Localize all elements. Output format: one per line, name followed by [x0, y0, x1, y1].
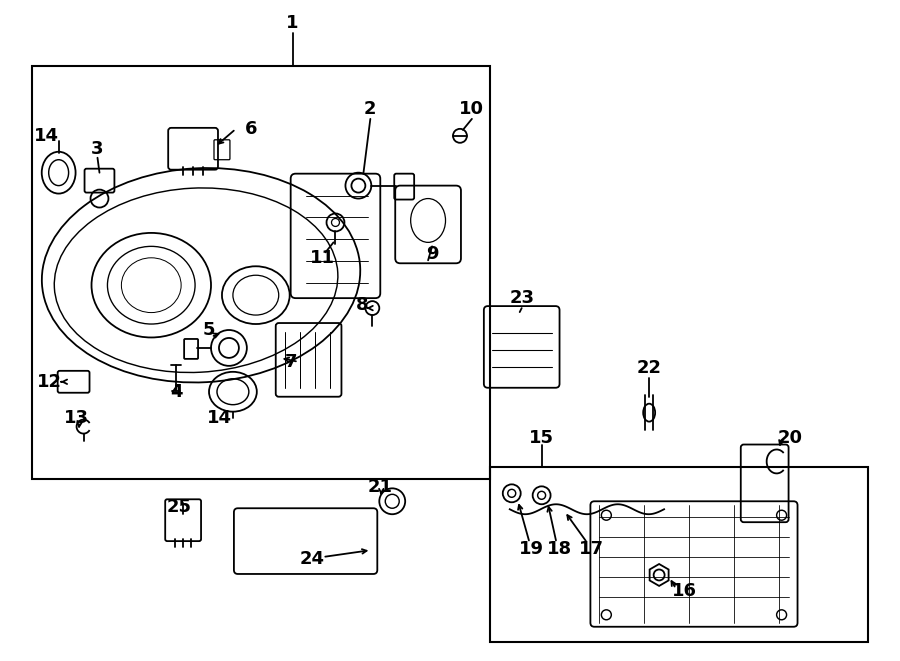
- Text: 7: 7: [284, 353, 297, 371]
- Bar: [490, 467, 868, 642]
- Text: 11: 11: [310, 249, 335, 267]
- Text: 15: 15: [529, 428, 554, 447]
- Text: 4: 4: [170, 383, 183, 401]
- Text: 22: 22: [636, 359, 662, 377]
- Text: 14: 14: [34, 127, 59, 145]
- Text: 21: 21: [368, 479, 392, 496]
- Text: 10: 10: [459, 100, 484, 118]
- Text: 25: 25: [166, 498, 192, 516]
- Text: 17: 17: [579, 540, 604, 558]
- Bar: [32, 66, 490, 479]
- Text: 6: 6: [245, 120, 257, 138]
- Text: 12: 12: [37, 373, 62, 391]
- Text: 19: 19: [519, 540, 544, 558]
- Text: 16: 16: [671, 582, 697, 600]
- Text: 5: 5: [202, 321, 215, 339]
- Text: 9: 9: [426, 245, 438, 263]
- Text: 20: 20: [778, 428, 803, 447]
- Text: 13: 13: [64, 408, 89, 426]
- Text: 1: 1: [286, 15, 299, 32]
- Text: 14: 14: [206, 408, 231, 426]
- Text: 8: 8: [356, 296, 369, 314]
- Text: 2: 2: [364, 100, 376, 118]
- Text: 3: 3: [91, 139, 104, 158]
- Text: 24: 24: [300, 550, 325, 568]
- Text: 23: 23: [509, 289, 535, 307]
- Text: 18: 18: [547, 540, 572, 558]
